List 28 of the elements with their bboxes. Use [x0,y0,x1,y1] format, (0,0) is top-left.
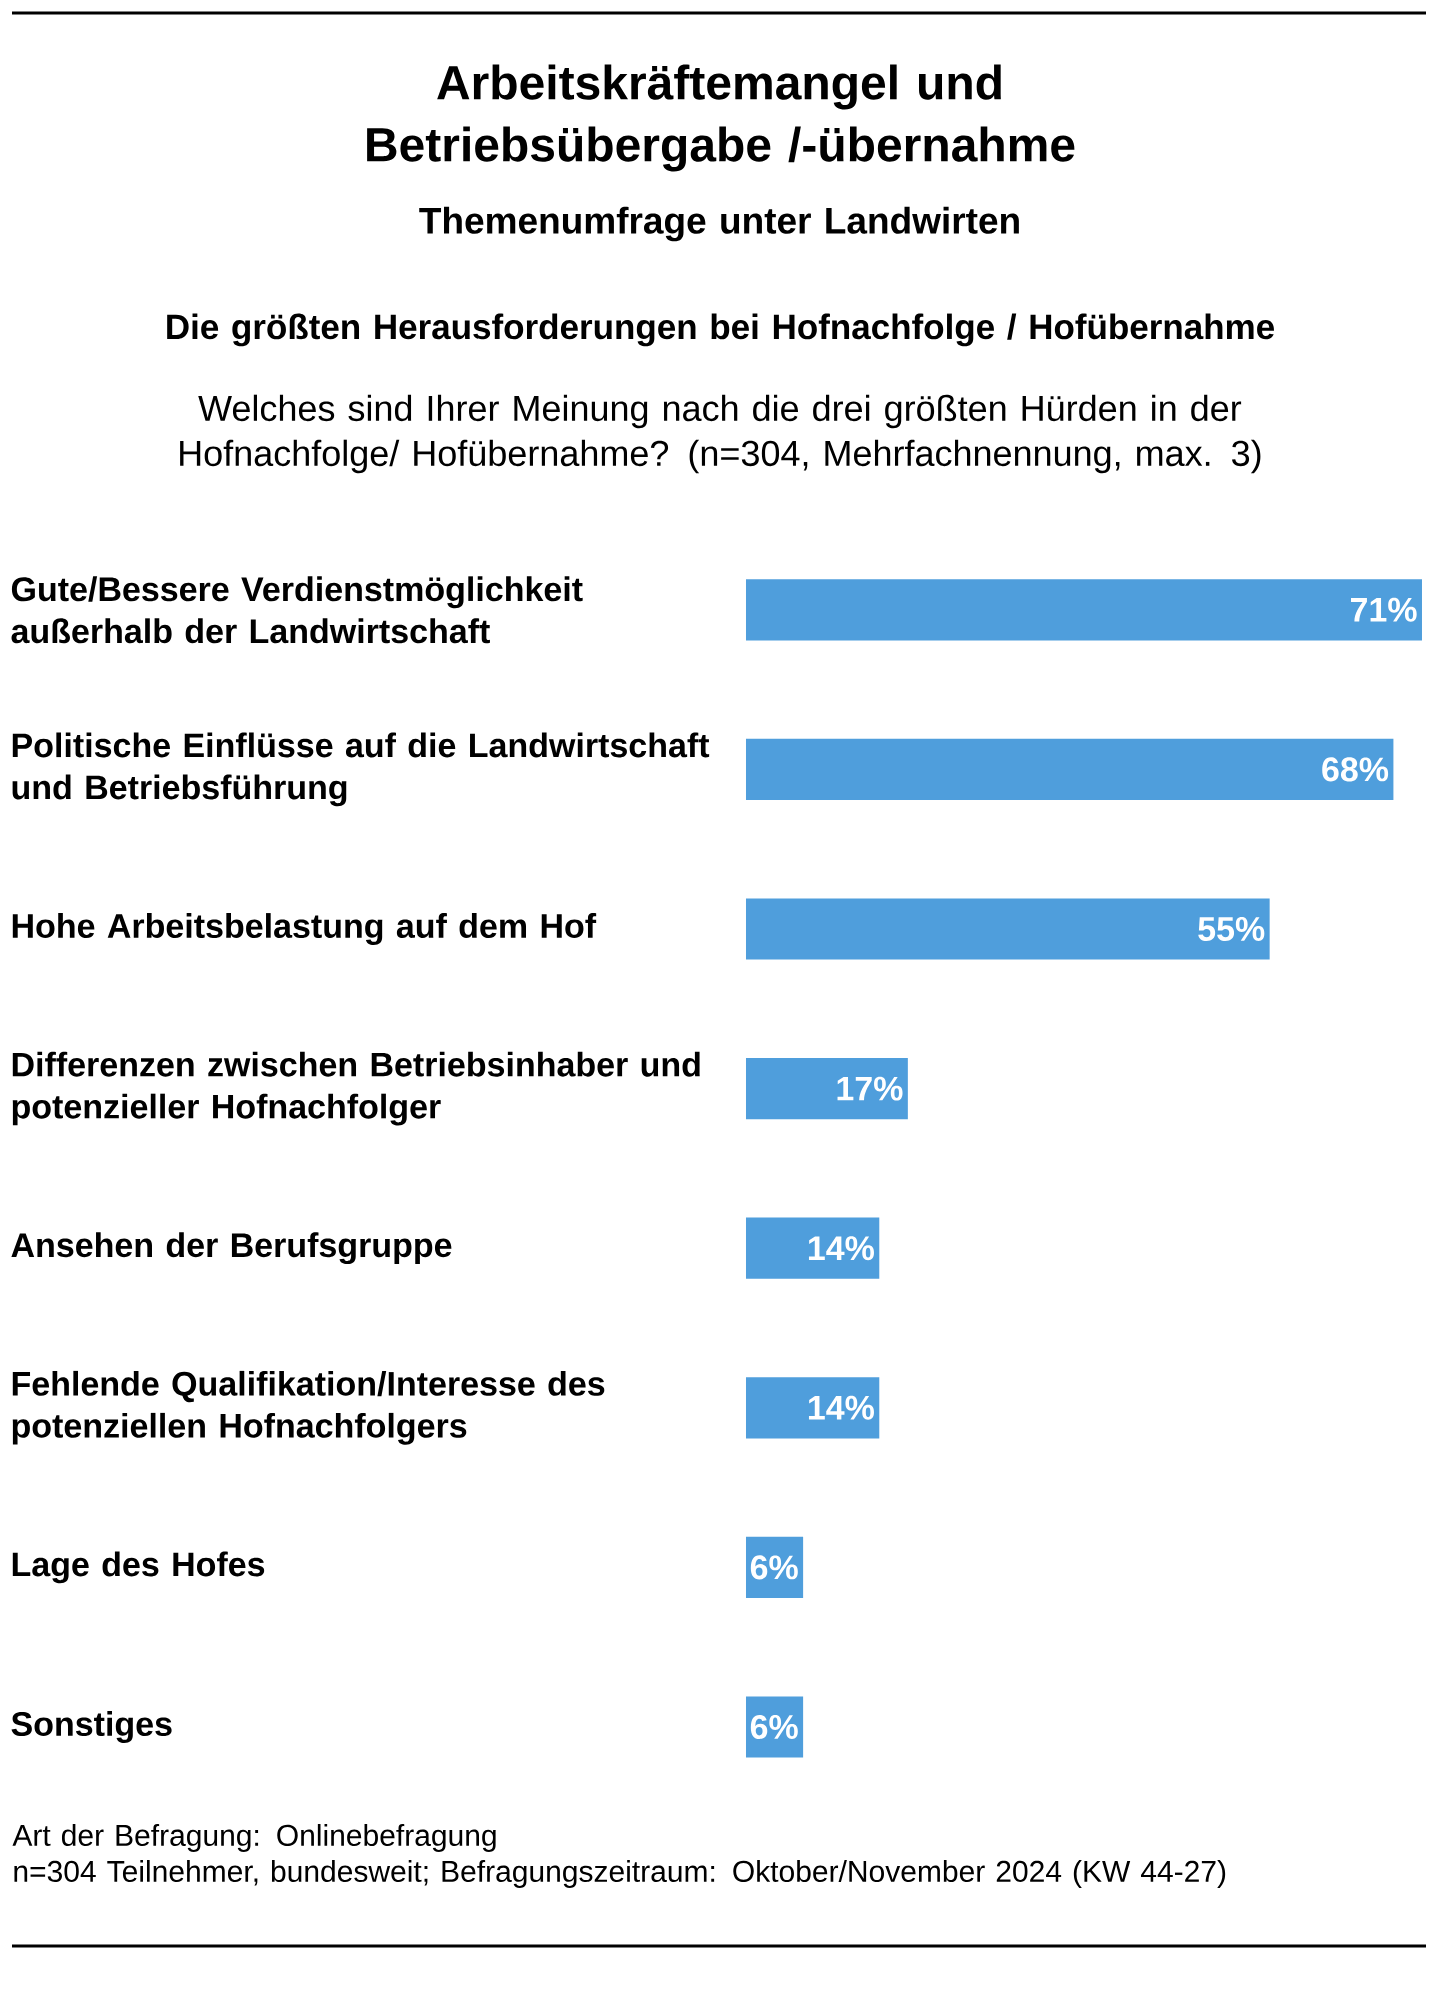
y-tick-label: Lage des Hofes [12,1551,265,1584]
y-tick-label: Politische Einflüsse auf die Landwirtschaft und Betriebsführung [12,732,710,807]
data-label: 71% [1351,597,1417,622]
y-tick-label: Hohe Arbeitsbelastung auf dem Hof [12,913,597,945]
bar [745,1058,908,1120]
text: Art der Befragung: Onlinebefragung [12,1824,496,1852]
bar [745,898,1270,960]
y-tick-label: Sonstiges [11,1711,172,1743]
bar [745,738,1394,800]
data-label: 68% [1322,757,1389,782]
bar [745,1377,880,1439]
y-tick-label: Gute/Bessere Verdienstmöglichkeit außerhalb der Landwirtschaft [11,576,583,644]
y-tick-label: Ansehen der Berufsgruppe [11,1232,452,1265]
data-label: 17% [837,1076,903,1101]
data-label: 6% [750,1714,798,1740]
data-label: 14% [808,1395,874,1420]
bar [745,579,1422,641]
text: Welches sind Ihrer Meinung nach die drei größten Hürden in der Hofnachfolge/ Hofübernahme? (n=304, Mehrfachnennung, max. 3) [180,394,1261,474]
chart-title: Arbeitskräftemangel und Betriebsübergabe /-übernahme [367,64,1075,172]
y-tick-label: Fehlende Qualifikation/Interesse des potenziellen Hofnachfolgers [12,1370,605,1445]
data-label: 6% [750,1555,798,1580]
bar [745,1217,880,1279]
data-label: 55% [1198,917,1265,941]
chart-subtitle: Themenumfrage unter Landwirten [419,206,1019,242]
text: Die größten Herausforderungen bei Hofnachfolge / Hofübernahme [167,313,1274,347]
text: n=304 Teilnehmer, bundesweit; Befragungszeitraum: Oktober/November 2024 (KW 44-27) [14,1860,1226,1888]
data-label: 14% [808,1236,874,1261]
y-tick-label: Differenzen zwischen Betriebsinhaber und potenzieller Hofnachfolger [12,1051,700,1126]
